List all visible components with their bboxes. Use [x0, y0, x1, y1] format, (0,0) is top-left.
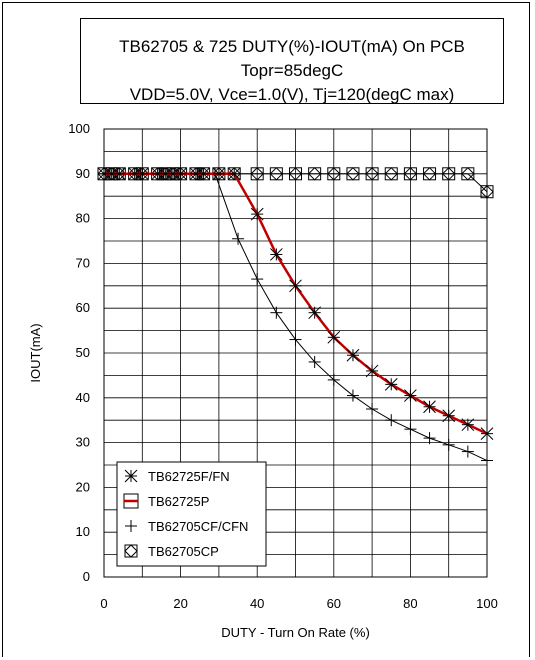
asterisk-marker-stroke	[227, 167, 241, 181]
asterisk-marker-stroke	[250, 207, 264, 221]
diamond-marker	[441, 167, 456, 181]
asterisk-marker-stroke	[289, 279, 302, 293]
diamond-marker	[384, 167, 398, 181]
asterisk-marker-stroke	[124, 469, 138, 483]
asterisk-marker-stroke	[404, 389, 417, 402]
legend-label: TB62725F/FN	[148, 469, 230, 484]
asterisk-marker-stroke	[112, 167, 126, 181]
diamond-marker	[327, 167, 341, 181]
chart-title: TB62705 & 725 DUTY(%)-IOUT(mA) On PCB	[119, 37, 465, 56]
legend-label: TB62725P	[148, 494, 209, 509]
asterisk-marker-stroke	[384, 378, 398, 391]
x-tick-label: 60	[327, 596, 341, 611]
legend-item: TB62725F/FN	[124, 469, 230, 484]
asterisk-marker-stroke	[269, 248, 283, 261]
diamond-marker	[124, 544, 138, 558]
y-tick-label: 80	[76, 211, 90, 226]
y-tick-label: 20	[76, 479, 90, 494]
series-line	[104, 172, 488, 435]
asterisk-marker-stroke	[212, 167, 226, 181]
asterisk-marker-stroke	[135, 167, 149, 181]
y-tick-label: 10	[76, 524, 90, 539]
title-box: TB62705 & 725 DUTY(%)-IOUT(mA) On PCB To…	[80, 18, 504, 104]
legend-item: TB62725P	[123, 493, 209, 509]
asterisk-marker-stroke	[197, 167, 210, 181]
y-tick-label: 60	[76, 300, 90, 315]
series-tb62725p	[104, 172, 488, 435]
diamond-marker	[288, 167, 303, 181]
x-tick-label: 20	[173, 596, 187, 611]
diamond-marker	[461, 167, 475, 181]
tick-labels: 0 10 20 30 40 50 60 70 80 90 100 0 20 40 60 80 100	[68, 121, 498, 611]
legend-item: TB62705CF/CFN	[125, 519, 248, 534]
x-axis-label: DUTY - Turn On Rate (%)	[221, 625, 370, 640]
x-tick-label: 0	[100, 596, 107, 611]
diamond-marker	[269, 167, 284, 181]
figure-frame	[2, 2, 530, 657]
legend: TB62725F/FN TB62725P TB62705CF/CFN TB62705C…	[116, 461, 267, 567]
legend-label: TB62705CF/CFN	[148, 519, 248, 534]
y-tick-label: 40	[76, 390, 90, 405]
diamond-marker	[365, 167, 379, 181]
diamond-marker	[307, 167, 322, 181]
x-tick-label: 40	[250, 596, 264, 611]
asterisk-marker-stroke	[442, 409, 456, 423]
asterisk-marker-stroke	[365, 364, 379, 378]
diamond-marker	[250, 167, 264, 181]
asterisk-marker-stroke	[461, 418, 475, 432]
asterisk-marker-stroke	[327, 330, 341, 344]
diamond-marker	[403, 167, 418, 181]
plot-area-border	[103, 128, 488, 578]
y-tick-label: 0	[83, 569, 90, 584]
y-tick-label: 70	[76, 255, 90, 270]
legend-label: TB62705CP	[148, 544, 219, 559]
asterisk-marker-stroke	[423, 400, 436, 414]
x-tick-label: 80	[403, 596, 417, 611]
y-tick-label: 100	[68, 121, 90, 136]
diamond-marker	[346, 167, 360, 181]
asterisk-marker-stroke	[308, 306, 322, 320]
x-tick-label: 100	[476, 596, 498, 611]
chart-subtitle-temperature: Topr=85degC	[240, 61, 344, 80]
asterisk-marker-stroke	[174, 167, 187, 181]
legend-box	[116, 461, 267, 567]
asterisk-marker-stroke	[346, 348, 360, 362]
y-axis-label: IOUT(mA)	[28, 323, 43, 382]
y-tick-label: 30	[76, 435, 90, 450]
diamond-marker	[422, 167, 437, 181]
legend-item: TB62705CP	[124, 544, 219, 559]
chart-subtitle-conditions: VDD=5.0V, Vce=1.0(V), Tj=120(degC max)	[129, 85, 455, 104]
y-tick-label: 90	[76, 166, 90, 181]
y-tick-label: 50	[76, 345, 90, 360]
